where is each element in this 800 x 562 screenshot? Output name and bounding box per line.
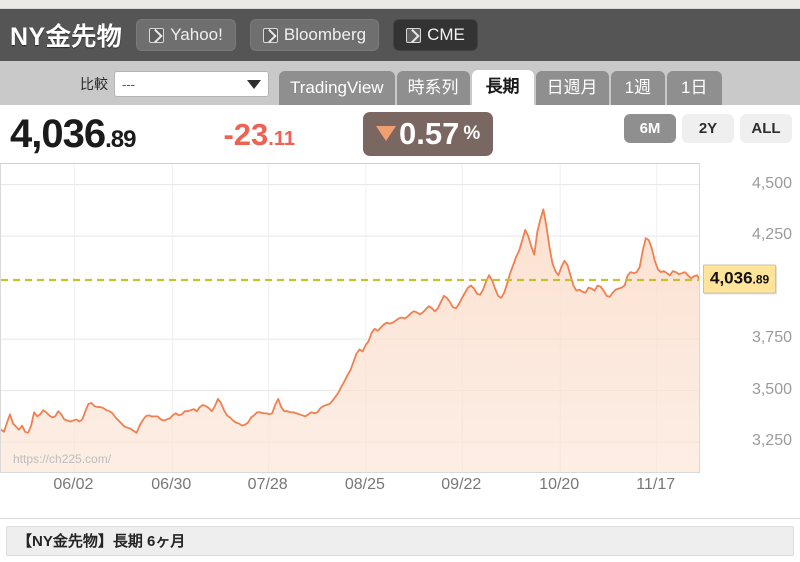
y-tick-label: 3,750 <box>751 329 792 347</box>
compare-select[interactable]: --- <box>114 71 269 97</box>
source-button-yahoo[interactable]: Yahoo! <box>136 19 236 51</box>
chevron-down-icon <box>247 79 261 89</box>
plot-region[interactable]: https://ch225.com/ <box>0 163 700 473</box>
chart-toolbar: 比較 --- TradingView 時系列 長期 日週月 1週 1日 <box>0 61 800 105</box>
price-change: -23.11 <box>223 119 295 150</box>
y-tick-label: 4,500 <box>751 174 792 192</box>
range-button-all[interactable]: ALL <box>740 114 792 143</box>
tab-1week[interactable]: 1週 <box>610 71 666 105</box>
source-button-bloomberg-label: Bloomberg <box>283 25 367 44</box>
x-tick-label: 07/28 <box>247 476 288 493</box>
chart-caption: 【NY金先物】長期 6ヶ月 <box>6 525 794 556</box>
price-area-chart <box>1 164 699 472</box>
source-button-cme[interactable]: CME <box>393 19 478 51</box>
external-link-icon <box>262 27 278 43</box>
price-change-dec: .11 <box>268 127 295 150</box>
y-tick-label: 4,250 <box>751 226 792 244</box>
range-buttons: 6M 2Y ALL <box>624 114 792 143</box>
chart-footer: 【NY金先物】長期 6ヶ月 <box>0 518 800 562</box>
page-title: NY金先物 <box>10 23 123 51</box>
x-tick-label: 11/17 <box>636 476 676 493</box>
triangle-down-icon <box>376 126 396 141</box>
page-header: NY金先物 Yahoo! Bloomberg CME <box>0 9 800 61</box>
range-button-2y[interactable]: 2Y <box>682 114 734 143</box>
source-button-bloomberg[interactable]: Bloomberg <box>249 19 380 51</box>
source-button-yahoo-label: Yahoo! <box>170 25 223 44</box>
external-link-icon <box>406 27 422 43</box>
tab-longterm[interactable]: 長期 <box>471 70 534 105</box>
price-change-int: -23 <box>223 116 269 152</box>
current-price-marker-label: 4,036.89 <box>703 264 777 294</box>
current-price: 4,036.89 <box>10 112 136 156</box>
chart-area: https://ch225.com/ 4,500 4,250 3,750 3,500 3… <box>0 163 800 499</box>
current-price-marker-dec: .89 <box>752 272 770 287</box>
percent-sign: % <box>463 123 481 144</box>
tab-1day[interactable]: 1日 <box>667 71 722 105</box>
view-tabs: TradingView 時系列 長期 日週月 1週 1日 <box>279 70 722 105</box>
external-link-icon <box>149 27 165 43</box>
source-button-cme-label: CME <box>427 25 465 44</box>
compare-label: 比較 <box>80 76 108 92</box>
current-price-int: 4,036 <box>10 112 106 156</box>
tab-timeseries[interactable]: 時系列 <box>396 71 470 105</box>
range-button-6m[interactable]: 6M <box>624 114 676 143</box>
quote-row: 4,036.89 -23.11 0.57 % 6M 2Y ALL <box>0 105 800 163</box>
compare-select-value: --- <box>122 76 135 92</box>
x-axis: 06/02 06/30 07/28 08/25 09/22 10/20 11/17 <box>0 474 700 499</box>
y-tick-label: 3,500 <box>751 380 792 398</box>
tab-day-week-month[interactable]: 日週月 <box>535 71 609 105</box>
x-tick-label: 10/20 <box>539 476 580 493</box>
percent-change-badge: 0.57 % <box>363 112 494 156</box>
current-price-marker-int: 4,036 <box>710 268 753 288</box>
current-price-dec: .89 <box>105 126 136 153</box>
percent-change-value: 0.57 <box>399 116 460 151</box>
top-strip <box>0 0 800 9</box>
y-tick-label: 3,250 <box>751 432 792 450</box>
compare-control: 比較 --- <box>0 71 269 105</box>
x-tick-label: 09/22 <box>441 476 482 493</box>
x-tick-label: 06/30 <box>151 476 192 493</box>
x-tick-label: 06/02 <box>53 476 94 493</box>
x-tick-label: 08/25 <box>344 476 385 493</box>
tab-tradingview[interactable]: TradingView <box>279 71 395 105</box>
watermark: https://ch225.com/ <box>13 452 112 466</box>
y-axis: 4,500 4,250 3,750 3,500 3,250 4,036.89 <box>701 163 800 473</box>
